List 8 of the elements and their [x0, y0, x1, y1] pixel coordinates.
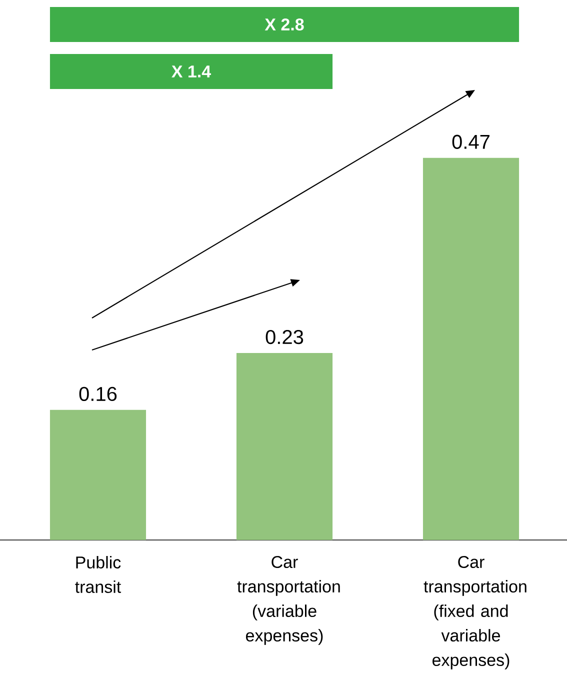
x-tick-label: Public transit [75, 556, 122, 593]
data-label: 0.16 [79, 386, 117, 402]
data-label: 0.23 [266, 330, 304, 344]
text: X 2.8 [264, 18, 304, 31]
text: X 1.4 [172, 66, 211, 78]
x-tick-label: Car transportation (fixed and variable expenses) [424, 556, 526, 670]
x-tick-label: Car transportation (variable expenses) [237, 556, 340, 645]
data-label: 0.47 [452, 134, 490, 149]
